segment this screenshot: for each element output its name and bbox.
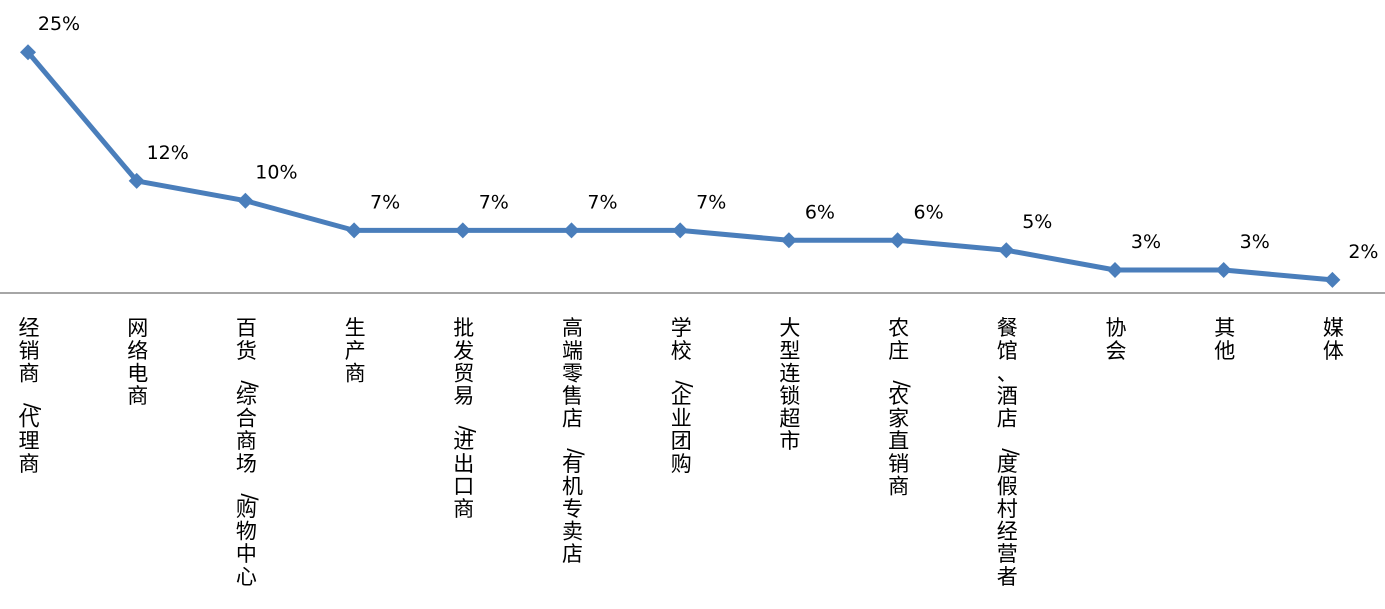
- data-label: 2%: [1348, 241, 1378, 263]
- category-label: 大型连锁超市: [779, 316, 800, 453]
- data-label: 6%: [805, 201, 835, 223]
- data-label: 5%: [1022, 211, 1052, 233]
- category-label: 学校/企业团购: [671, 316, 697, 476]
- data-labels: 25% 12% 10% 7% 7% 7% 7% 6% 6% 5% 3% 3% 2%: [38, 13, 1379, 263]
- category-label: 经销商/代理商: [19, 316, 45, 476]
- data-label: 3%: [1131, 231, 1161, 253]
- data-point-marker: [563, 222, 580, 239]
- category-label: 百货/综合商场/购物中心: [236, 316, 262, 589]
- data-point-marker: [1215, 262, 1232, 278]
- data-point-marker: [20, 44, 36, 61]
- data-point-marker: [346, 222, 363, 239]
- data-label: 7%: [479, 191, 509, 213]
- data-label: 10%: [255, 162, 297, 184]
- data-point-marker: [672, 222, 689, 239]
- data-point-marker: [889, 232, 906, 249]
- category-label: 餐馆、酒店/度假村经营者: [997, 316, 1023, 589]
- series-1: [20, 44, 1341, 288]
- data-point-marker: [998, 242, 1015, 259]
- data-label: 25%: [38, 13, 80, 35]
- category-label: 高端零售店/有机专卖店: [562, 316, 588, 566]
- category-label: 生产商: [345, 316, 366, 385]
- category-label: 协会: [1106, 316, 1127, 363]
- data-label: 3%: [1240, 231, 1270, 253]
- data-label: 7%: [587, 191, 617, 213]
- data-label: 12%: [147, 142, 189, 164]
- category-label: 网络电商: [127, 316, 148, 408]
- data-label: 7%: [370, 191, 400, 213]
- data-point-marker: [237, 192, 254, 209]
- data-point-marker: [454, 222, 471, 239]
- category-label: 批发贸易/进出口商: [453, 316, 479, 521]
- data-point-marker: [128, 172, 145, 189]
- data-point-marker: [1107, 262, 1123, 278]
- category-label: 农庄/农家直销商: [888, 316, 914, 498]
- data-point-marker: [1324, 271, 1341, 288]
- data-point-marker: [780, 232, 797, 249]
- category-label: 其他: [1214, 316, 1235, 363]
- data-label: 7%: [696, 191, 726, 213]
- data-label: 6%: [914, 201, 944, 223]
- category-label: 媒体: [1323, 316, 1344, 363]
- category-labels: 经销商/代理商 网络电商 百货/综合商场/购物中心 生产商 批发贸易/进出口商 高端零售店…: [19, 316, 1344, 589]
